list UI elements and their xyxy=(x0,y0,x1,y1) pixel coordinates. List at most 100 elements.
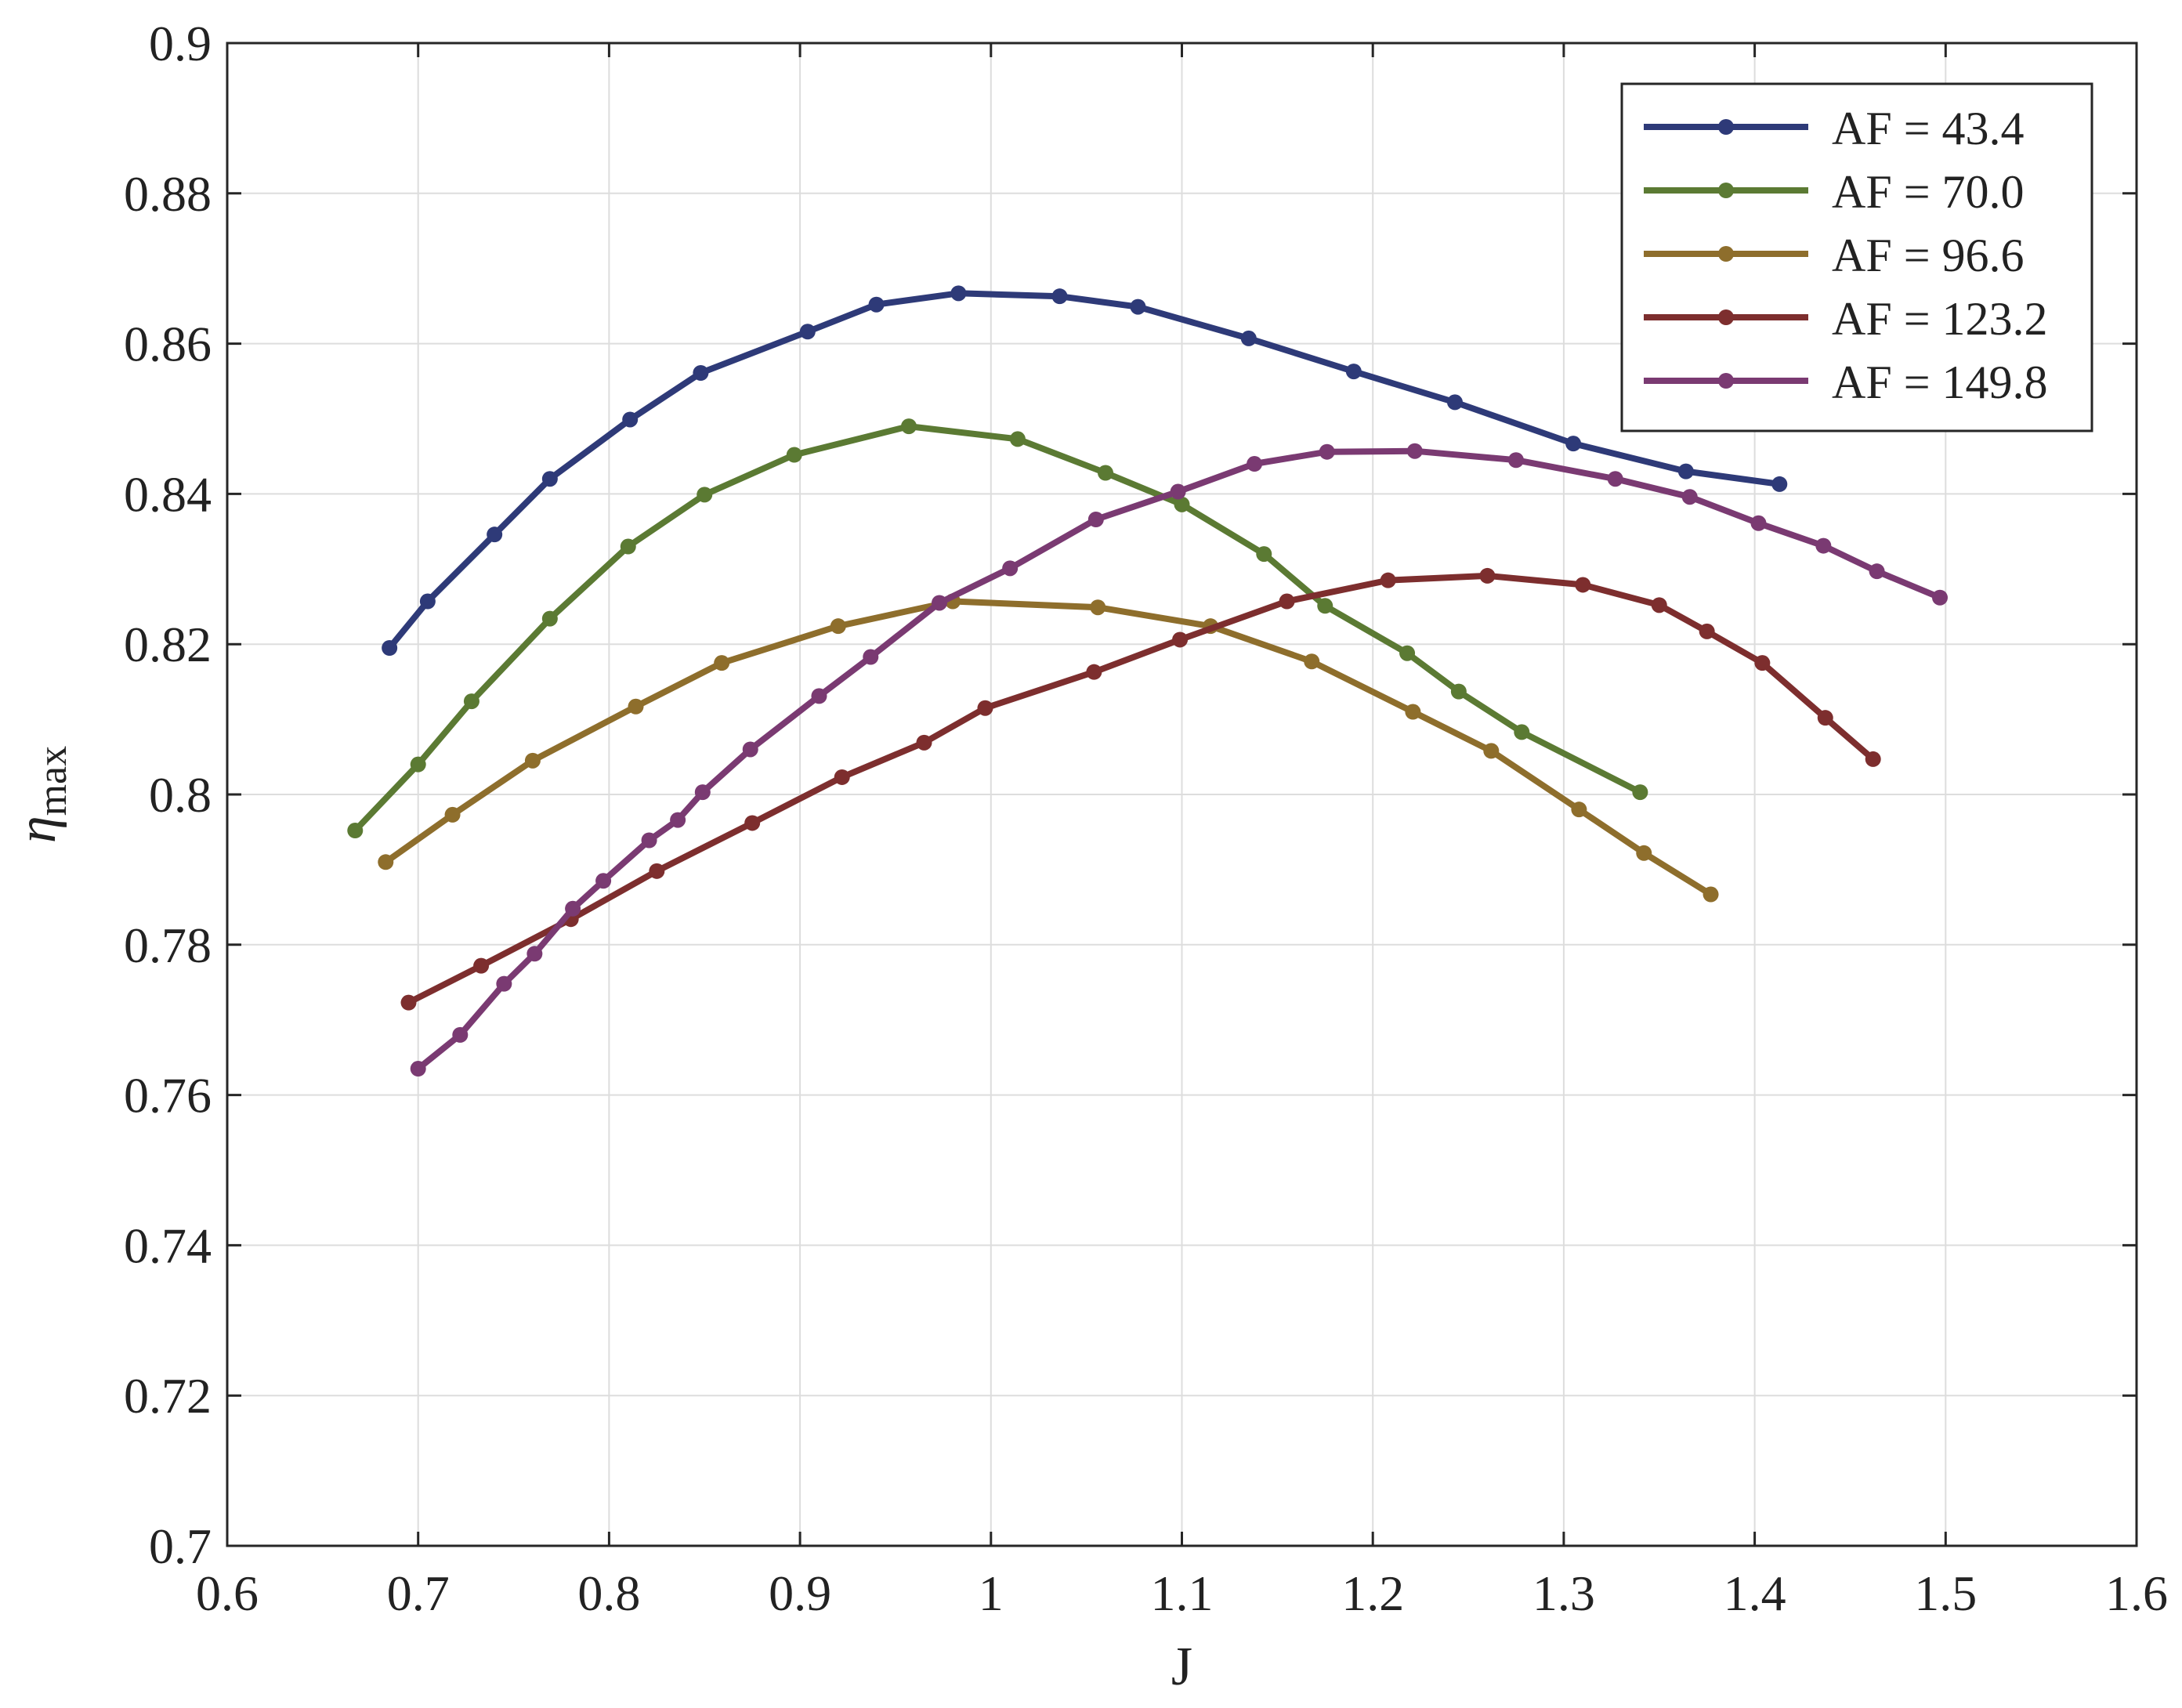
data-point xyxy=(1571,802,1587,818)
legend-marker xyxy=(1718,246,1734,262)
data-point xyxy=(694,784,711,801)
data-point xyxy=(410,1061,426,1077)
data-point xyxy=(1256,546,1272,563)
data-point xyxy=(620,538,636,555)
data-point xyxy=(714,655,730,671)
legend-label: AF = 123.2 xyxy=(1832,293,2048,345)
legend-item: AF = 96.6 xyxy=(1644,230,2025,281)
y-tick-label: 0.74 xyxy=(124,1218,212,1273)
data-point xyxy=(811,688,827,704)
data-point xyxy=(1002,560,1019,577)
x-tick-label: 1.5 xyxy=(1914,1565,1977,1621)
data-point xyxy=(1090,599,1106,616)
data-point xyxy=(1405,704,1421,720)
x-axis-label: J xyxy=(1171,1637,1192,1697)
data-point xyxy=(1869,563,1885,580)
series-1 xyxy=(382,285,1788,656)
data-point xyxy=(1815,537,1832,554)
data-point xyxy=(901,418,917,435)
legend-item: AF = 149.8 xyxy=(1644,356,2048,408)
legend-box xyxy=(1620,82,2093,432)
data-point xyxy=(410,756,426,773)
data-point xyxy=(1507,452,1524,469)
data-point xyxy=(830,618,846,635)
x-tick-label: 0.7 xyxy=(387,1565,450,1621)
data-point xyxy=(1636,845,1652,861)
data-point xyxy=(378,854,394,870)
y-tick-label: 0.82 xyxy=(124,617,212,672)
data-point xyxy=(473,957,490,974)
y-tick-label: 0.84 xyxy=(124,466,212,522)
data-point xyxy=(1345,364,1362,380)
data-point xyxy=(1771,476,1788,492)
data-point xyxy=(347,823,364,839)
x-tick-label: 1.6 xyxy=(2105,1565,2168,1621)
data-point xyxy=(1279,593,1295,610)
data-point xyxy=(834,769,850,785)
y-tick-label: 0.7 xyxy=(149,1518,212,1574)
data-point xyxy=(541,471,558,487)
tick-labels: 0.6 0.7 0.8 0.9 1 1.1 1.2 1.3 1.4 1.5 1.60.70.720.… xyxy=(124,16,2168,1621)
y-axis-label: ηmax xyxy=(7,746,75,843)
x-tick-label: 1.1 xyxy=(1151,1565,1214,1621)
y-tick-label: 0.9 xyxy=(149,16,212,71)
data-point xyxy=(1051,288,1068,305)
x-tick-label: 0.8 xyxy=(577,1565,640,1621)
legend-label: AF = 70.0 xyxy=(1832,166,2025,218)
data-point xyxy=(622,411,639,428)
data-point xyxy=(697,487,713,503)
series-lines xyxy=(347,285,1948,1077)
data-point xyxy=(977,700,993,716)
data-point xyxy=(744,815,761,831)
data-point xyxy=(932,595,948,611)
y-axis-label-main: η xyxy=(7,816,67,843)
y-axis-label-subscript: max xyxy=(31,746,75,816)
data-point xyxy=(1651,597,1667,613)
x-tick-label: 0.9 xyxy=(769,1565,831,1621)
legend-marker xyxy=(1718,119,1734,135)
data-point xyxy=(950,285,967,302)
data-point xyxy=(1479,567,1496,584)
y-tick-label: 0.78 xyxy=(124,917,212,973)
series-5 xyxy=(410,443,1948,1077)
x-tick-label: 0.6 xyxy=(196,1565,259,1621)
data-point xyxy=(1319,443,1335,460)
data-point xyxy=(524,752,541,769)
data-point xyxy=(382,639,398,656)
data-point xyxy=(1406,443,1423,459)
legend-marker xyxy=(1718,309,1734,325)
data-point xyxy=(595,873,612,889)
data-point xyxy=(1754,655,1771,671)
data-point xyxy=(463,693,479,710)
legend-label: AF = 96.6 xyxy=(1832,230,2025,281)
x-tick-label: 1 xyxy=(979,1565,1004,1621)
y-tick-label: 0.8 xyxy=(149,767,212,823)
data-point xyxy=(496,975,512,992)
data-point xyxy=(527,946,543,962)
plot-frame xyxy=(226,42,2138,1547)
data-point xyxy=(444,806,461,823)
data-point xyxy=(1304,653,1320,670)
data-point xyxy=(641,832,657,849)
y-tick-label: 0.86 xyxy=(124,317,212,372)
data-point xyxy=(1450,683,1467,700)
legend-item: AF = 70.0 xyxy=(1644,166,2025,218)
data-point xyxy=(670,812,686,828)
data-point xyxy=(1565,436,1582,452)
data-point xyxy=(742,741,758,758)
data-point xyxy=(786,447,802,463)
data-point xyxy=(1514,724,1530,740)
data-point xyxy=(1483,743,1500,759)
data-point xyxy=(1317,598,1333,614)
data-point xyxy=(1399,645,1416,661)
data-point xyxy=(1817,710,1833,726)
data-point xyxy=(1446,394,1463,411)
series-2 xyxy=(347,418,1648,839)
data-point xyxy=(1865,751,1881,767)
data-point xyxy=(1130,299,1146,315)
data-point xyxy=(1575,577,1591,593)
data-point xyxy=(1086,664,1102,680)
legend: AF = 43.4 AF = 70.0 AF = 96.6 AF = 123.2 AF … xyxy=(1620,82,2093,432)
data-point xyxy=(400,994,417,1011)
